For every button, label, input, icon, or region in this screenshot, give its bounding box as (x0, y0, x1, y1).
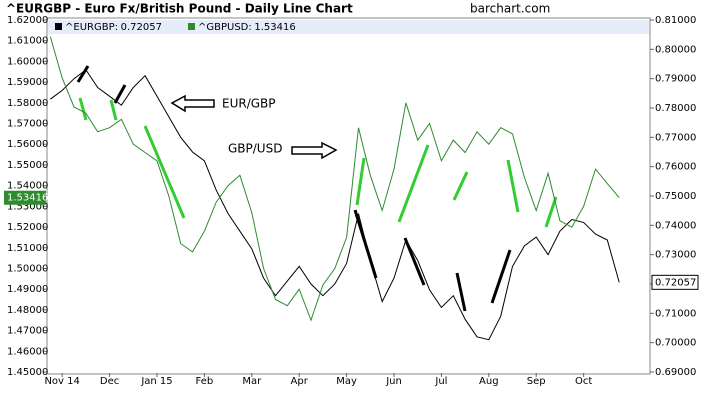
last-value: 0.72057 (655, 277, 696, 288)
y-tick-label: 1.52000 (7, 222, 48, 233)
y-tick-label: 1.49000 (7, 284, 48, 295)
chart-title: ^EURGBP - Euro Fx/British Pound - Daily … (6, 2, 353, 16)
y-tick-label: 1.48000 (7, 305, 48, 316)
trend-line (506, 159, 520, 213)
series-line (49, 36, 620, 322)
trend-line (143, 125, 186, 219)
x-tick-label: Sep (527, 376, 546, 387)
y-tick-label: 1.53000 (7, 201, 48, 212)
y-tick-label: 1.60000 (7, 56, 48, 67)
x-tick-label: Feb (196, 376, 214, 387)
y2-tick-label: 0.73000 (655, 250, 696, 261)
trend-line (113, 84, 127, 104)
x-tick-label: Jul (434, 376, 447, 387)
legend-swatch (188, 23, 195, 30)
legend-sep: : (115, 22, 118, 33)
trend-line (355, 157, 366, 206)
x-tick-label: Jan 15 (140, 376, 172, 387)
legend-band (48, 20, 649, 34)
y2-tick-label: 0.69000 (655, 367, 696, 378)
trend-line (455, 272, 467, 312)
last-value: 1.53416 (7, 193, 48, 204)
y-tick-label: 1.58000 (7, 98, 48, 109)
trend-line (544, 196, 558, 228)
y-tick-label: 1.57000 (7, 119, 48, 130)
y2-tick-label: 0.71000 (655, 308, 696, 319)
last-value-box (4, 190, 46, 205)
y2-tick-label: 0.81000 (655, 15, 696, 26)
trend-line (109, 99, 118, 121)
arrow (170, 94, 215, 113)
y-tick-label: 1.45000 (7, 367, 48, 378)
last-value-box (651, 274, 699, 290)
y-tick-label: 1.46000 (7, 346, 48, 357)
x-tick-label: Dec (100, 376, 119, 387)
y2-tick-label: 0.79000 (655, 74, 696, 85)
y2-tick-label: 0.76000 (655, 162, 696, 173)
y-tick-label: 1.50000 (7, 263, 48, 274)
x-tick-label: Oct (575, 376, 592, 387)
y-tick-label: 1.59000 (7, 77, 48, 88)
trend-line (397, 144, 430, 223)
y2-tick-label: 0.80000 (655, 44, 696, 55)
trend-line (76, 65, 90, 83)
trend-line (403, 237, 426, 286)
x-tick-label: Mar (242, 376, 262, 387)
y-tick-label: 1.62000 (7, 15, 48, 26)
legend-value: 0.72057 (121, 22, 162, 33)
legend-label: ^EURGBP (65, 22, 115, 33)
trend-line (452, 171, 469, 201)
x-tick-label: Aug (479, 376, 499, 387)
legend-label: ^GBPUSD (198, 22, 249, 33)
arrow (291, 141, 338, 160)
y-tick-label: 1.47000 (7, 326, 48, 337)
x-tick-label: Apr (291, 376, 309, 387)
source: barchart.com (470, 2, 550, 16)
legend-swatch (55, 23, 62, 30)
y-tick-label: 1.55000 (7, 160, 48, 171)
annotation: EUR/GBP (222, 97, 276, 111)
series-line (50, 69, 620, 341)
x-tick-label: Jun (385, 376, 402, 387)
y2-tick-label: 0.75000 (655, 191, 696, 202)
legend-sep: : (248, 22, 251, 33)
y-tick-label: 1.51000 (7, 243, 48, 254)
legend-value: 1.53416 (254, 22, 295, 33)
y-tick-label: 1.54000 (7, 181, 48, 192)
plot-frame (46, 17, 651, 375)
trend-line (78, 97, 88, 121)
y2-tick-label: 0.78000 (655, 103, 696, 114)
x-tick-label: May (336, 376, 357, 387)
y2-tick-label: 0.77000 (655, 132, 696, 143)
y-tick-label: 1.61000 (7, 36, 48, 47)
y2-tick-label: 0.74000 (655, 220, 696, 231)
y-tick-label: 1.56000 (7, 139, 48, 150)
y2-tick-label: 0.70000 (655, 338, 696, 349)
x-tick-label: Nov 14 (44, 376, 79, 387)
trend-line (490, 249, 512, 304)
annotation: GBP/USD (228, 142, 282, 156)
